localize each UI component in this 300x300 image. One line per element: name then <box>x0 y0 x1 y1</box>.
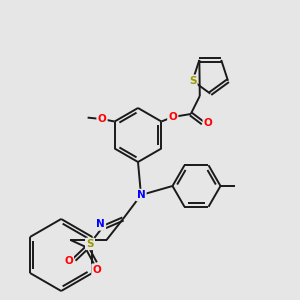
Text: S: S <box>86 239 94 249</box>
Text: O: O <box>92 265 101 275</box>
Text: O: O <box>204 118 213 128</box>
Text: O: O <box>168 112 177 122</box>
Text: O: O <box>98 114 106 124</box>
Text: N: N <box>96 219 105 230</box>
Text: O: O <box>64 256 73 266</box>
Text: N: N <box>136 190 146 200</box>
Text: S: S <box>189 76 196 86</box>
